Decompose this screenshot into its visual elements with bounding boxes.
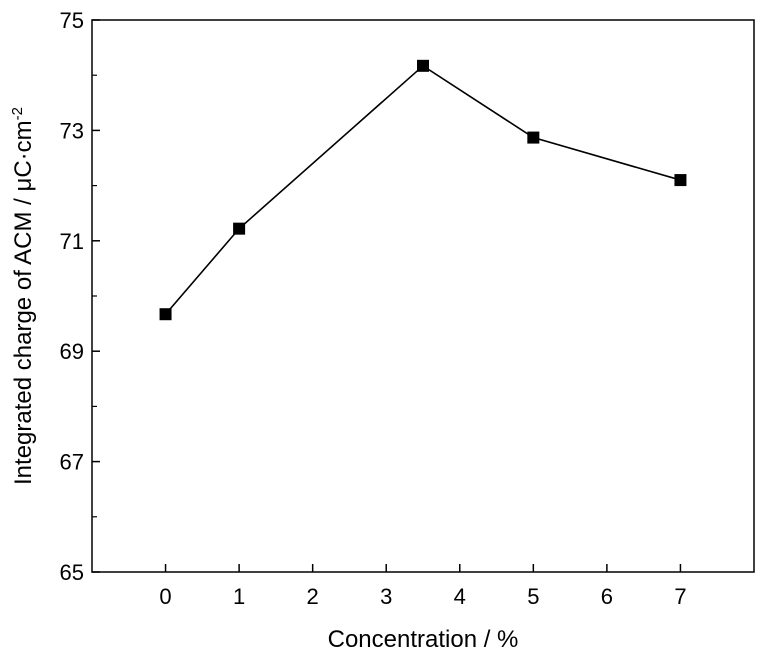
x-axis-title: Concentration / %	[328, 626, 519, 653]
data-point-marker	[417, 59, 429, 72]
x-tick-label: 3	[380, 584, 392, 609]
y-axis-title: Integrated charge of ACM / μC·cm-2	[9, 107, 37, 485]
series-line	[164, 64, 681, 315]
y-tick-label: 73	[60, 118, 84, 143]
y-tick-label: 69	[60, 339, 84, 364]
data-point-marker	[159, 308, 172, 321]
y-axis-title-superscript: -2	[9, 107, 26, 120]
y-tick-label: 75	[60, 8, 84, 33]
x-tick-label: 2	[307, 584, 319, 609]
y-tick-label: 71	[60, 229, 84, 254]
data-point-marker	[527, 131, 540, 144]
y-tick-labels: 65 67 69 71 73 75	[60, 8, 84, 585]
x-tick-label: 4	[454, 584, 466, 609]
data-point-marker	[674, 174, 687, 187]
x-tick-label: 0	[159, 584, 171, 609]
x-tick-label: 7	[674, 584, 686, 609]
data-markers	[159, 59, 687, 321]
x-tick-label: 1	[233, 584, 245, 609]
y-axis-title-main: Integrated charge of ACM / μC·cm	[10, 120, 37, 485]
y-tick-label: 67	[60, 450, 84, 475]
axis-ticks	[92, 19, 682, 573]
x-tick-label: 5	[527, 584, 539, 609]
y-tick-label: 65	[60, 560, 84, 585]
x-tick-label: 6	[601, 584, 613, 609]
x-tick-labels: 0 1 2 3 4 5 6 7	[159, 584, 686, 609]
plot-frame	[91, 19, 755, 573]
data-point-marker	[233, 222, 246, 235]
